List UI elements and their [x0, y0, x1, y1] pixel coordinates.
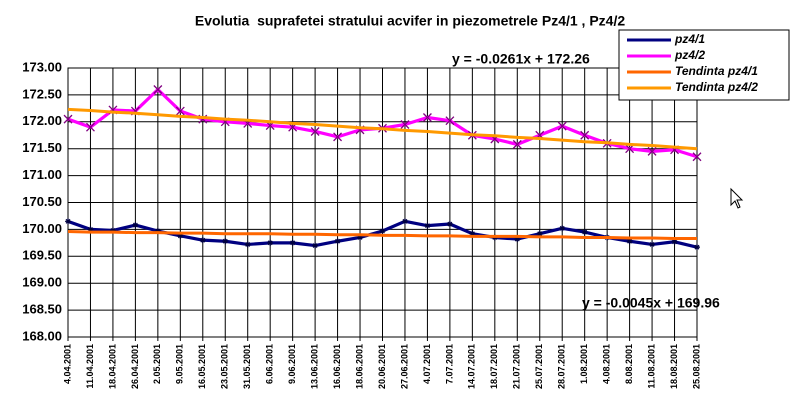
y-tick-label: 172.00: [22, 113, 62, 128]
y-tick-label: 168.00: [22, 328, 62, 343]
x-tick-label: 11.04.2001: [85, 344, 95, 389]
chart-title: Evolutia suprafetei stratului acvifer in…: [195, 13, 625, 29]
legend-label: pz4/2: [674, 48, 705, 62]
marker-x: [86, 122, 95, 132]
y-tick-label: 172.50: [22, 86, 62, 101]
trend-equation: y = -0.0261x + 172.26: [452, 51, 590, 67]
x-tick-label: 27.06.2001: [399, 344, 409, 389]
grid: [67, 67, 698, 341]
marker-x: [647, 146, 657, 156]
y-tick-label: 170.50: [22, 194, 62, 209]
x-tick-label: 2.05.2001: [152, 344, 162, 384]
marker-star: [357, 234, 364, 241]
x-tick-label: 23.05.2001: [220, 344, 230, 389]
marker-star: [334, 238, 341, 245]
marker-star: [199, 237, 206, 244]
marker-star: [109, 227, 116, 234]
marker-star: [87, 226, 94, 233]
marker-star: [267, 239, 274, 246]
marker-star: [244, 241, 251, 248]
x-tick-label: 8.08.2001: [624, 344, 634, 384]
legend: pz4/1 pz4/2 Tendinta pz4/1 Tendinta pz4/2: [618, 29, 790, 101]
marker-star: [65, 218, 71, 225]
marker-x: [333, 132, 343, 142]
x-tick-label: 25.07.2001: [534, 344, 544, 389]
y-tick-label: 173.00: [22, 59, 62, 74]
y-tick-label: 171.50: [22, 140, 62, 155]
x-tick-label: 20.06.2001: [377, 344, 387, 389]
marker-x: [310, 127, 320, 136]
x-tick-label: 28.07.2001: [557, 344, 567, 389]
marker-star: [177, 232, 184, 239]
y-tick-label: 171.00: [22, 167, 62, 182]
x-tick-label: 16.05.2001: [197, 344, 207, 389]
marker-x: [625, 144, 635, 154]
marker-star: [694, 244, 700, 251]
legend-label: Tendinta pz4/2: [675, 80, 758, 94]
series-line: [67, 230, 697, 241]
x-tick-label: 4.07.2001: [422, 344, 432, 384]
marker-star: [446, 221, 453, 228]
x-tick-label: 4.08.2001: [602, 344, 612, 384]
x-tick-label: 21.07.2001: [512, 344, 522, 389]
marker-star: [154, 228, 161, 235]
x-tick-label: 18.07.2001: [489, 344, 499, 389]
marker-x: [422, 113, 432, 122]
y-tick-label: 168.50: [22, 302, 62, 317]
marker-star: [312, 242, 319, 249]
x-tick-label: 26.04.2001: [130, 344, 140, 389]
x-tick-label: 9.06.2001: [287, 344, 297, 384]
x-tick-label: 14.07.2001: [467, 344, 477, 389]
marker-star: [132, 222, 139, 229]
mouse-cursor: [730, 187, 744, 209]
marker-star: [514, 236, 521, 243]
y-tick-label: 170.00: [22, 221, 62, 236]
x-tick-label: 18.08.2001: [669, 344, 679, 389]
x-tick-label: 31.05.2001: [242, 344, 252, 389]
marker-star: [379, 228, 386, 235]
x-tick-label: 9.05.2001: [175, 344, 185, 384]
x-tick-label: 1.08.2001: [579, 344, 589, 384]
marker-x: [445, 116, 455, 126]
marker-x: [692, 152, 702, 162]
marker-star: [469, 230, 476, 237]
x-tick-label: 18.04.2001: [107, 344, 117, 389]
marker-x: [153, 85, 163, 94]
marker-x: [175, 106, 185, 116]
marker-star: [424, 222, 431, 229]
y-tick-label: 169.00: [22, 275, 62, 290]
series-layer: [63, 37, 702, 251]
marker-x: [512, 139, 522, 149]
marker-star: [559, 225, 566, 232]
x-tick-label: 7.07.2001: [444, 344, 454, 384]
marker-star: [401, 218, 408, 225]
marker-x: [400, 120, 410, 129]
marker-star: [289, 239, 296, 246]
x-tick-label: 4.04.2001: [62, 344, 72, 384]
x-tick-label: 16.06.2001: [332, 344, 342, 389]
marker-star: [581, 229, 588, 236]
x-tick-label: 11.08.2001: [646, 344, 656, 389]
marker-x: [63, 114, 73, 124]
x-tick-label: 25.08.2001: [691, 344, 701, 389]
marker-x: [557, 121, 567, 131]
marker-star: [671, 238, 678, 245]
x-tick-label: 13.06.2001: [309, 344, 319, 389]
series-line: [67, 107, 698, 151]
marker-star: [536, 230, 543, 237]
marker-x: [580, 130, 590, 140]
marker-star: [222, 238, 229, 245]
trend-equation: y = -0.0045x + 169.96: [582, 295, 720, 311]
marker-star: [626, 238, 633, 245]
x-tick-label: 18.06.2001: [354, 344, 364, 389]
legend-label: pz4/1: [674, 32, 705, 46]
x-tick-label: 6.06.2001: [265, 344, 275, 384]
y-tick-label: 169.50: [22, 248, 62, 263]
marker-star: [649, 241, 656, 248]
legend-label: Tendinta pz4/1: [675, 64, 758, 78]
